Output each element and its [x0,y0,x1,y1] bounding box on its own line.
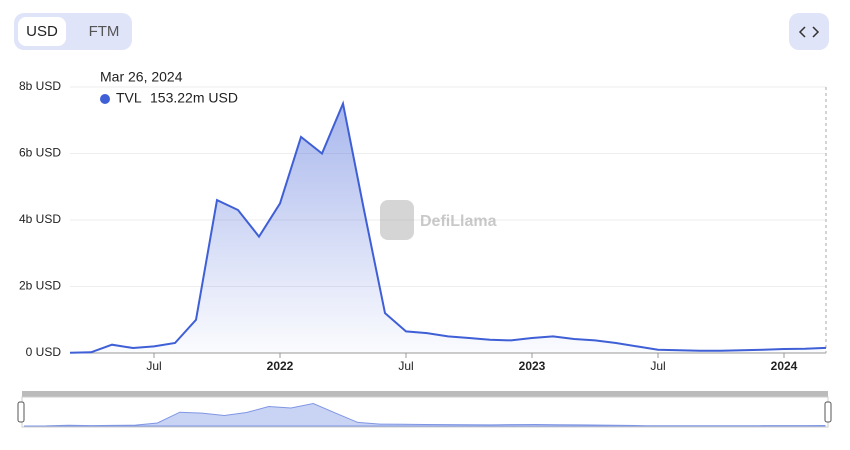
y-tick-label: 8b USD [19,79,61,93]
tooltip-value: 153.22m USD [150,90,238,106]
legend-marker [100,94,110,104]
y-tick-label: 2b USD [19,279,61,293]
brush-handle[interactable] [17,401,25,423]
watermark-text: DefiLlama [420,213,497,230]
area [70,103,826,353]
brush-handle[interactable] [824,401,832,423]
watermark-logo [380,200,414,240]
y-tick-label: 4b USD [19,212,61,226]
brush-frame [21,396,829,428]
x-tick-label: 2024 [771,359,798,373]
brush-bar[interactable] [22,391,828,397]
currency-button[interactable]: FTM [89,23,120,40]
currency-selected [18,17,66,46]
brush-area [23,402,826,427]
x-tick-label: 2022 [267,359,294,373]
tooltip-date: Mar 26, 2024 [100,69,183,85]
x-tick-label: 2023 [519,359,546,373]
y-tick-label: 6b USD [19,146,61,160]
legend-label: TVL [116,90,142,106]
watermark: DefiLlama [380,200,497,240]
embed-button[interactable] [789,13,829,50]
x-tick-label: Jul [650,359,665,373]
currency-button[interactable]: USD [26,23,58,40]
line [69,100,827,354]
embed-icon [798,26,820,38]
x-tick-label: Jul [398,359,413,373]
y-tick-label: 0 USD [26,345,62,359]
x-tick-label: Jul [146,359,161,373]
